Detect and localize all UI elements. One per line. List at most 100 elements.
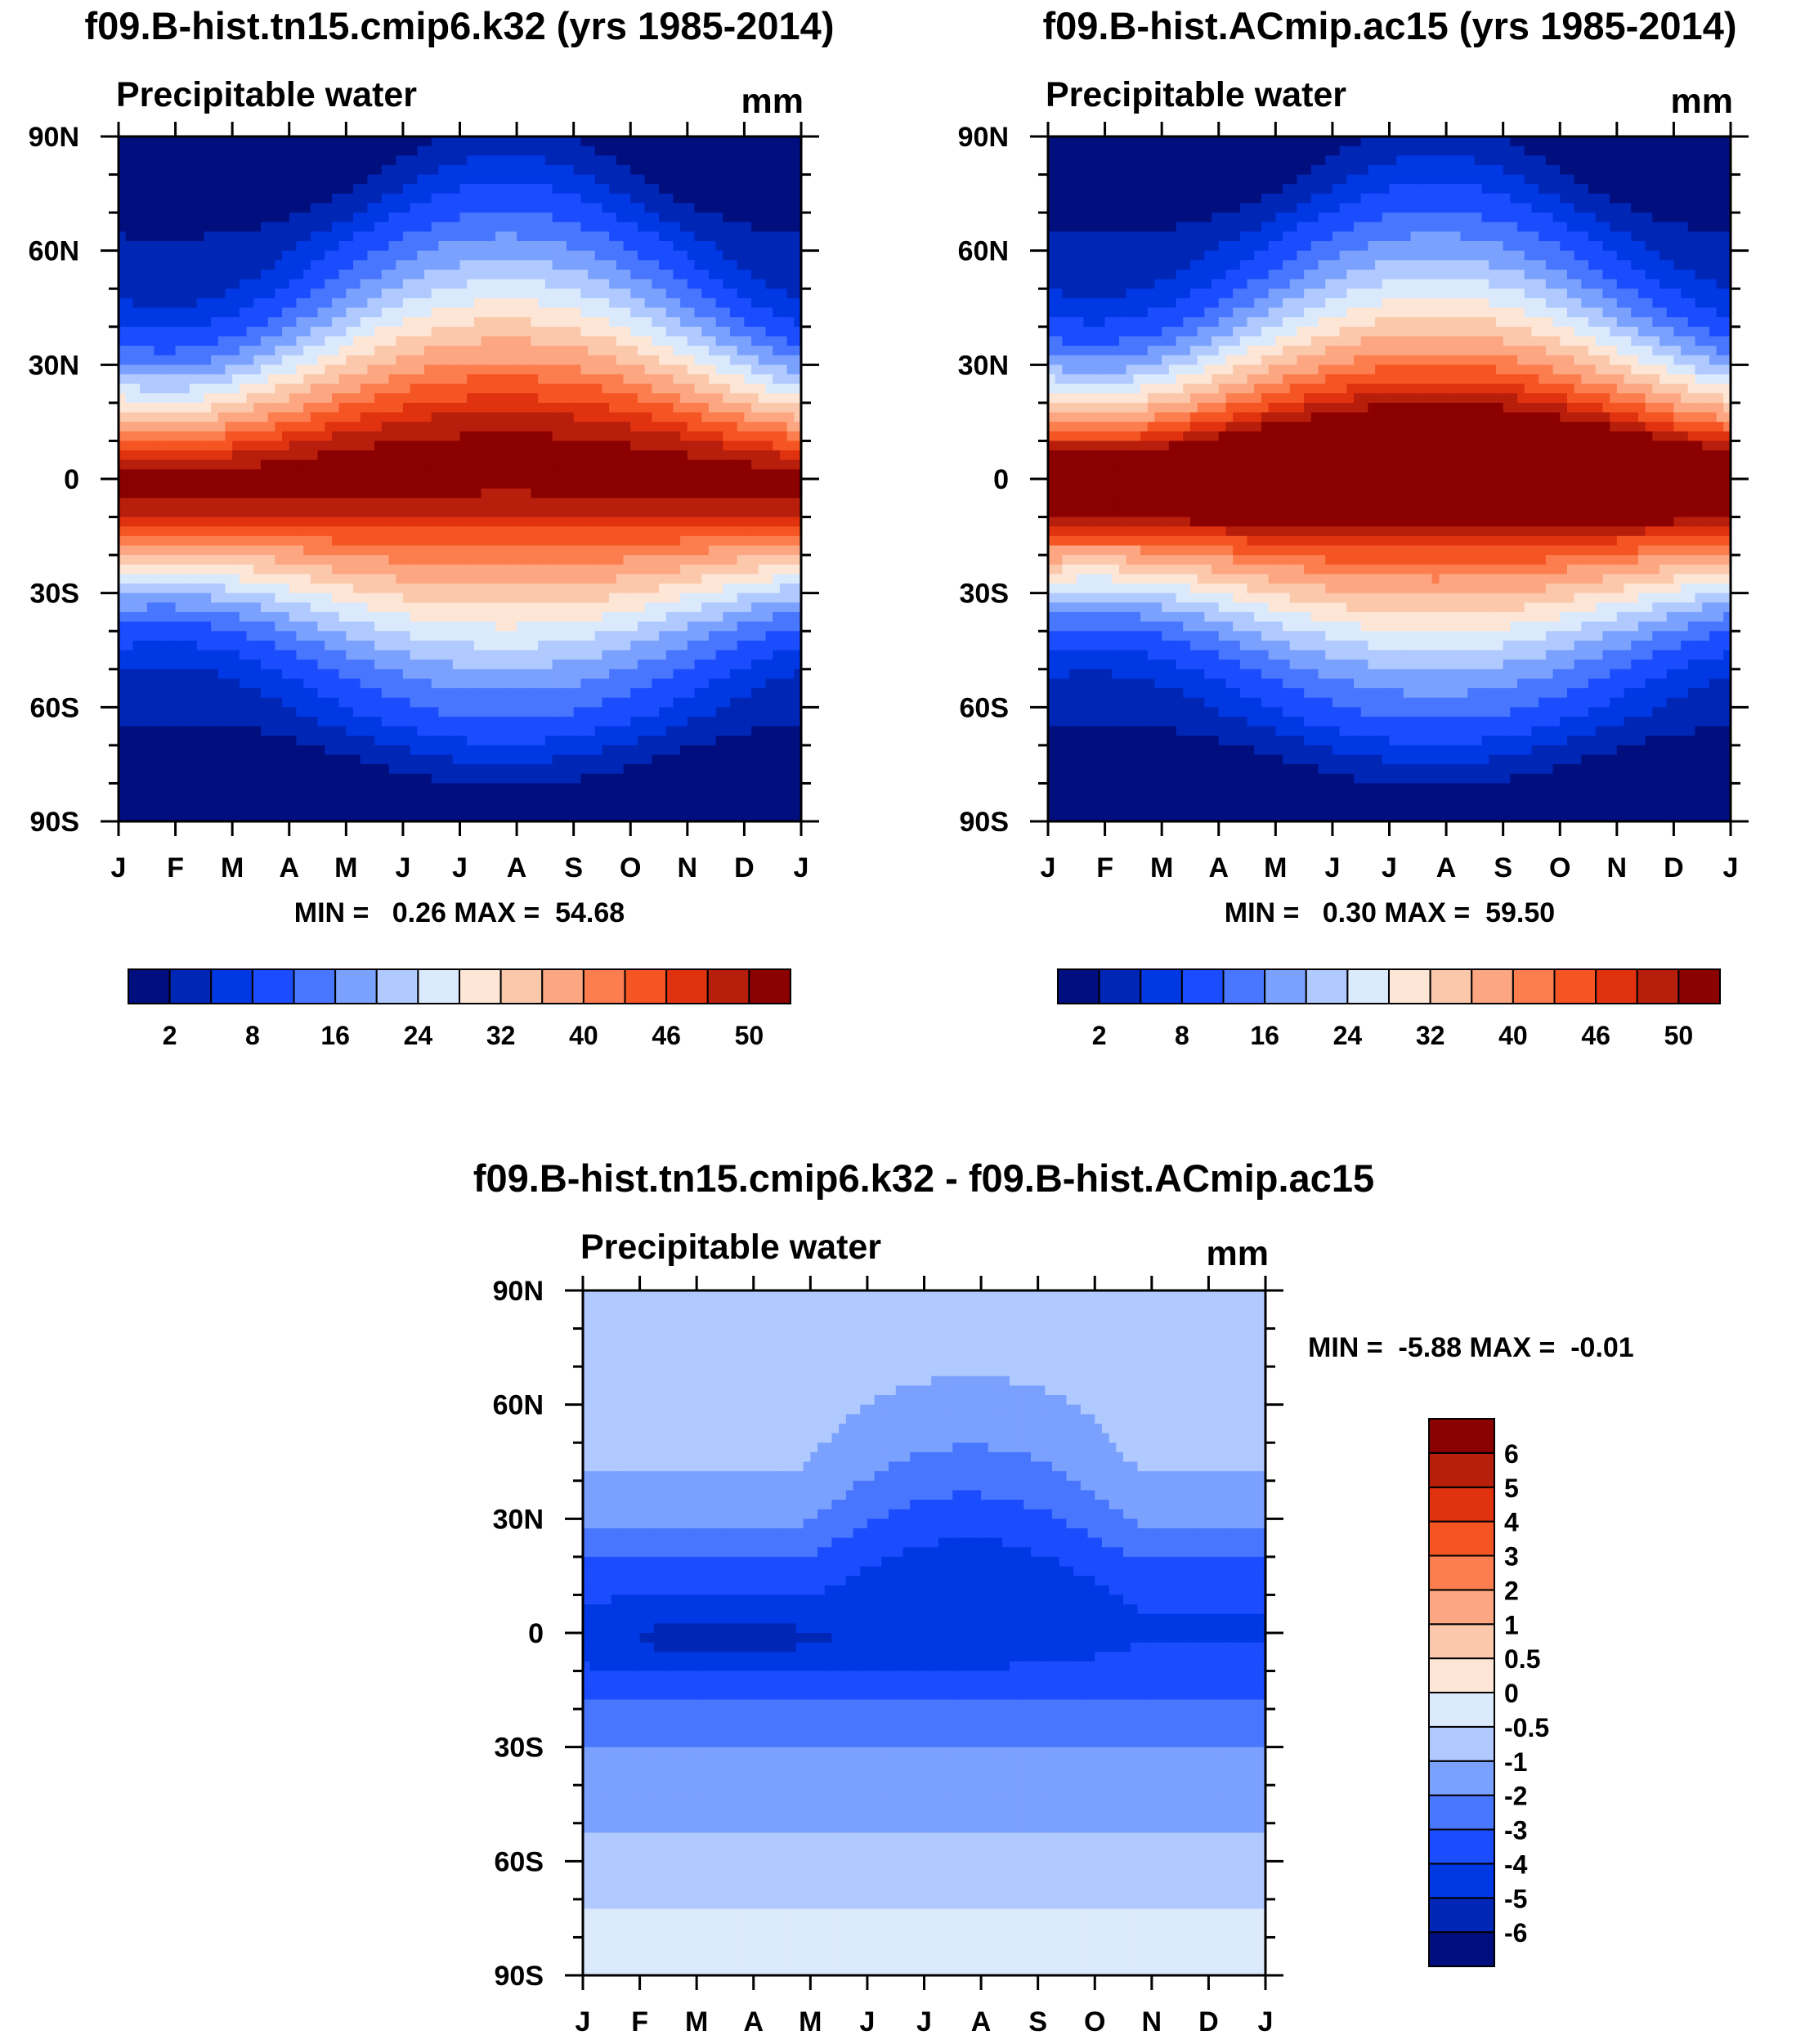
field-cell <box>417 459 425 471</box>
field-cell <box>559 574 567 584</box>
field-cell <box>473 479 482 490</box>
field-cell <box>168 517 177 527</box>
field-cell <box>367 269 375 280</box>
field-cell <box>289 802 298 813</box>
field-cell <box>317 164 325 176</box>
field-cell <box>204 459 212 471</box>
field-cell <box>289 336 298 347</box>
field-cell <box>211 611 219 623</box>
field-cell <box>594 250 603 262</box>
field-cell <box>211 802 219 813</box>
field-cell <box>168 564 177 575</box>
field-cell <box>473 193 482 204</box>
field-cell <box>119 793 127 803</box>
field-cell <box>481 441 489 451</box>
field-cell <box>182 764 190 775</box>
field-cell <box>517 355 525 366</box>
field-cell <box>260 754 269 765</box>
field-cell <box>552 745 560 756</box>
field-cell <box>580 402 589 414</box>
field-cell <box>388 241 396 252</box>
field-cell <box>175 250 183 262</box>
field-cell <box>353 660 361 670</box>
field-cell <box>417 517 425 527</box>
field-cell <box>452 640 461 651</box>
field-cell <box>331 716 340 727</box>
field-cell <box>225 726 233 736</box>
field-cell <box>452 621 461 632</box>
field-cell <box>402 535 411 547</box>
field-cell <box>538 621 546 632</box>
field-cell <box>566 450 575 461</box>
field-cell <box>253 574 262 584</box>
field-cell <box>573 155 582 166</box>
field-cell <box>132 269 141 280</box>
field-cell <box>260 697 269 709</box>
field-cell <box>204 422 212 432</box>
field-cell <box>196 422 205 432</box>
field-cell <box>573 736 582 746</box>
field-cell <box>396 393 404 404</box>
field-cell <box>367 346 375 356</box>
field-cell <box>204 726 212 736</box>
field-cell <box>566 393 575 404</box>
field-cell <box>211 745 219 756</box>
field-cell <box>217 145 226 156</box>
field-cell <box>310 526 319 537</box>
field-cell <box>146 688 155 699</box>
field-cell <box>204 793 212 803</box>
field-cell <box>388 155 396 166</box>
field-cell <box>211 602 219 613</box>
field-cell <box>182 279 190 289</box>
field-cell <box>452 631 461 642</box>
field-cell <box>232 250 240 262</box>
field-cell <box>267 346 276 356</box>
field-cell <box>211 574 219 584</box>
field-cell <box>502 640 511 651</box>
field-cell <box>531 212 539 223</box>
field-cell <box>538 535 546 547</box>
field-cell <box>253 793 262 803</box>
field-cell <box>211 488 219 499</box>
field-cell <box>360 402 369 414</box>
field-cell <box>396 660 404 670</box>
field-cell <box>531 231 539 242</box>
field-cell <box>446 650 454 660</box>
field-cell <box>573 697 582 709</box>
field-cell <box>289 621 298 632</box>
field-cell <box>594 611 603 623</box>
field-cell <box>538 754 546 765</box>
field-cell <box>531 611 539 623</box>
field-cell <box>154 221 162 233</box>
field-cell <box>566 241 575 252</box>
field-cell <box>310 498 319 508</box>
field-cell <box>424 373 432 385</box>
field-cell <box>217 212 226 223</box>
field-cell <box>459 754 468 765</box>
field-cell <box>275 555 283 566</box>
field-cell <box>246 422 254 432</box>
field-cell <box>331 336 340 347</box>
field-cell <box>452 184 461 195</box>
field-cell <box>544 469 553 480</box>
field-cell <box>452 802 461 813</box>
field-cell <box>289 793 298 803</box>
field-cell <box>260 365 269 375</box>
field-cell <box>119 412 127 423</box>
field-cell <box>552 660 560 670</box>
field-cell <box>189 288 198 299</box>
field-cell <box>417 697 425 709</box>
field-cell <box>175 336 183 347</box>
field-cell <box>538 355 546 366</box>
field-cell <box>517 545 525 556</box>
field-cell <box>580 697 589 709</box>
field-cell <box>189 688 198 699</box>
field-cell <box>417 441 425 451</box>
field-cell <box>182 212 190 223</box>
field-cell <box>161 241 169 252</box>
field-cell <box>509 802 517 813</box>
field-cell <box>473 621 482 632</box>
field-cell <box>260 441 269 451</box>
field-cell <box>154 802 162 813</box>
field-cell <box>346 393 354 404</box>
